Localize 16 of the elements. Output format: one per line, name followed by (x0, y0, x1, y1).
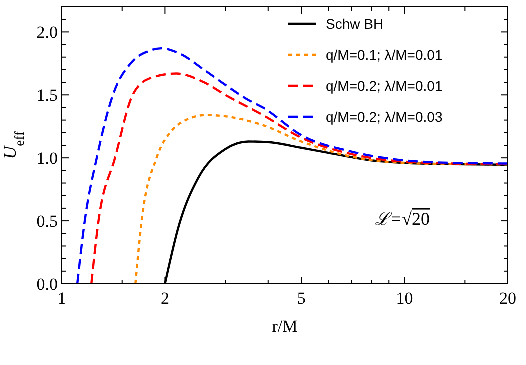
y-tick-label: 1.5 (36, 86, 58, 106)
legend-label: Schw BH (326, 16, 384, 32)
x-tick-label: 5 (297, 289, 306, 308)
x-tick-label: 20 (500, 289, 516, 308)
y-tick-label: 0.5 (36, 212, 58, 232)
x-tick-label: 2 (160, 289, 170, 308)
legend-label: q/M=0.2; λ/M=0.01 (326, 78, 443, 94)
x-tick-label: 1 (58, 289, 66, 308)
y-tick-label: 0.0 (36, 275, 58, 294)
x-tick-label: 10 (396, 289, 414, 308)
y-tick-label: 2.0 (36, 23, 58, 42)
x-axis-title: r/M (272, 317, 298, 336)
annotation: ℒ=√20 (375, 209, 430, 229)
legend-label: q/M=0.2; λ/M=0.03 (326, 109, 443, 125)
y-tick-label: 1.0 (36, 149, 58, 168)
legend-label: q/M=0.1; λ/M=0.01 (326, 47, 443, 63)
